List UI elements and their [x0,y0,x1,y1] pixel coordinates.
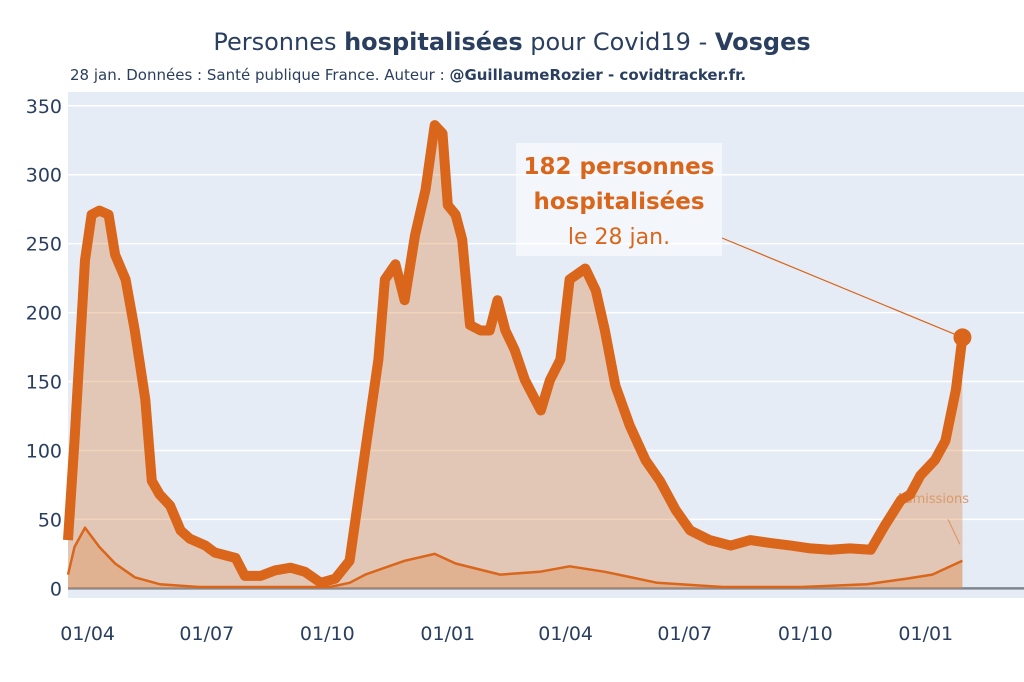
x-tick-label: 01/10 [300,623,355,645]
x-tick-label: 01/10 [778,623,833,645]
x-tick-label: 01/07 [657,623,712,645]
x-tick-label: 01/07 [179,623,234,645]
title-bold: hospitalisées [344,28,523,56]
hospitalisations-line [63,120,968,588]
x-tick-label: 01/01 [420,623,475,645]
annotation-box [516,143,722,256]
title-region: Vosges [714,28,811,56]
y-tick-label: 300 [26,165,62,187]
x-tick-label: 01/04 [538,623,593,645]
chart-title: Personnes hospitalisées pour Covid19 - V… [0,28,1024,56]
annotation-label: hospitalisées [533,189,704,215]
y-tick-label: 200 [26,303,62,325]
y-tick-label: 100 [26,440,62,462]
subtitle-author: @GuillaumeRozier - covidtracker.fr. [449,66,747,84]
title-part: Personnes [213,28,345,56]
x-tick-label: 01/04 [60,623,115,645]
y-tick-label: 150 [26,372,62,394]
y-tick-label: 350 [26,96,62,118]
annotation-arrow [721,237,963,338]
admissions-area [68,527,963,589]
annotation-date: le 28 jan. [568,225,670,250]
annotation-value: 182 personnes [524,154,715,180]
y-tick-label: 250 [26,234,62,256]
subtitle-source: 28 jan. Données : Santé publique France.… [70,66,450,84]
y-tick-label: 0 [50,578,62,600]
admissions-line [66,526,963,589]
admissions-label-arrow [947,519,961,545]
chart-subtitle: 28 jan. Données : Santé publique France.… [70,66,746,84]
title-part: pour Covid19 - [522,28,715,56]
x-tick-label: 01/01 [898,623,953,645]
y-tick-label: 50 [38,509,62,531]
